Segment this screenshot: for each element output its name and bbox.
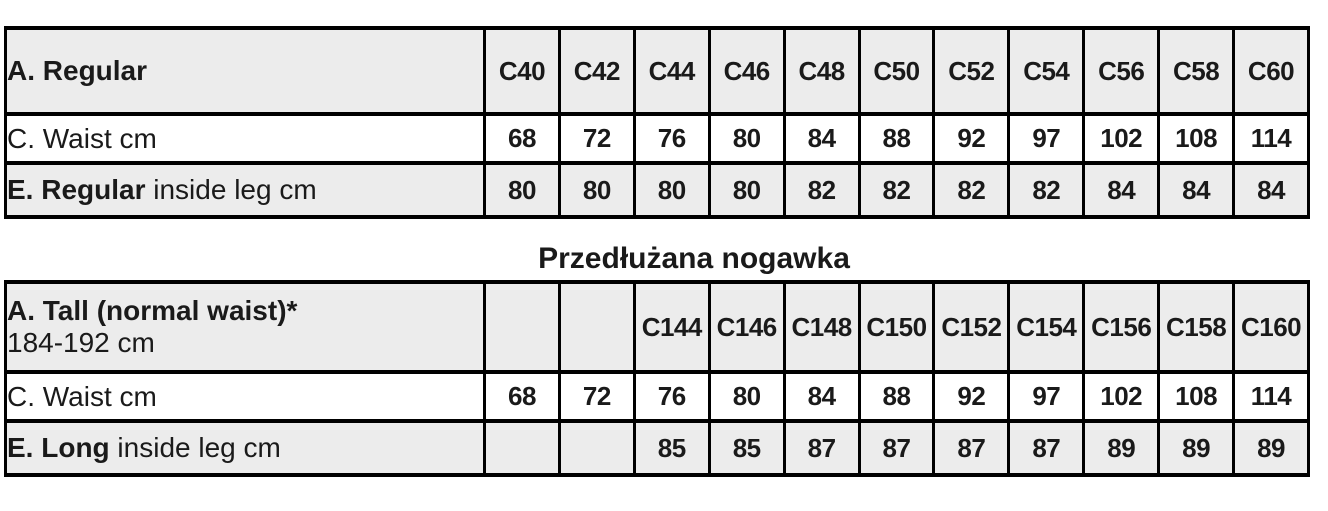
size-header-cell: C58 [1157, 26, 1236, 116]
inside-leg-value-cell: 85 [707, 419, 786, 477]
tall-size-header-row: A. Tall (normal waist)* 184-192 cm C144 C… [4, 280, 1310, 374]
waist-value-cell: 68 [483, 370, 561, 423]
size-header-cell: C46 [707, 26, 786, 116]
size-header-cell: C54 [1007, 26, 1086, 116]
waist-value-cell: 76 [632, 370, 711, 423]
size-header-cell: C148 [782, 280, 861, 374]
waist-value-cell: 108 [1157, 370, 1236, 423]
waist-row-label-cell: C. Waist cm [4, 370, 486, 423]
size-header-cell [557, 280, 636, 374]
size-chart-page: { "colors": { "border": "#000000", "shad… [0, 26, 1328, 511]
size-header-cell: C160 [1232, 280, 1310, 374]
inside-leg-value-cell: 89 [1082, 419, 1161, 477]
waist-value-cell: 84 [782, 370, 861, 423]
inside-leg-value-cell: 80 [483, 161, 561, 219]
inside-leg-row-label-bold: E. Long [7, 432, 110, 463]
regular-table-title: A. Regular [7, 55, 148, 86]
waist-value-cell: 68 [483, 112, 561, 165]
inside-leg-value-cell: 87 [1007, 419, 1086, 477]
inside-leg-value-cell: 84 [1232, 161, 1310, 219]
regular-table-title-cell: A. Regular [4, 26, 486, 116]
size-header-cell: C52 [932, 26, 1011, 116]
size-header-cell: C40 [483, 26, 561, 116]
waist-value-cell: 97 [1007, 112, 1086, 165]
inside-leg-value-cell: 82 [857, 161, 936, 219]
inside-leg-value-cell: 84 [1157, 161, 1236, 219]
inside-leg-value-cell: 87 [857, 419, 936, 477]
regular-waist-row: C. Waist cm 68 72 76 80 84 88 92 97 102 108 114 [4, 112, 1310, 165]
inside-leg-row-label-rest: inside leg cm [109, 432, 281, 463]
regular-inside-leg-row: E. Regular inside leg cm 80 80 80 80 82 82 82 8… [4, 161, 1310, 219]
waist-value-cell: 88 [857, 370, 936, 423]
waist-value-cell: 80 [707, 112, 786, 165]
waist-value-cell: 108 [1157, 112, 1236, 165]
inside-leg-value-cell: 80 [557, 161, 636, 219]
waist-value-cell: 72 [557, 370, 636, 423]
size-header-cell: C44 [632, 26, 711, 116]
tall-size-table: A. Tall (normal waist)* 184-192 cm C144 C… [4, 280, 1310, 477]
size-header-cell: C56 [1082, 26, 1161, 116]
inside-leg-value-cell [557, 419, 636, 477]
waist-value-cell: 72 [557, 112, 636, 165]
size-header-cell: C144 [632, 280, 711, 374]
tall-table-title-cell: A. Tall (normal waist)* 184-192 cm [4, 280, 486, 374]
size-header-cell: C150 [857, 280, 936, 374]
inside-leg-value-cell: 89 [1232, 419, 1310, 477]
tall-table-title: A. Tall (normal waist)* [7, 295, 298, 326]
inside-leg-value-cell: 80 [707, 161, 786, 219]
regular-size-header-row: A. Regular C40 C42 C44 C46 C48 C50 C52 C54 C56 C5… [4, 26, 1310, 116]
waist-value-cell: 114 [1232, 112, 1310, 165]
inside-leg-value-cell: 87 [932, 419, 1011, 477]
waist-row-label-cell: C. Waist cm [4, 112, 486, 165]
inside-leg-row-label-bold: E. Regular [7, 174, 146, 205]
inside-leg-value-cell [483, 419, 561, 477]
size-header-cell: C156 [1082, 280, 1161, 374]
tall-table-height-range: 184-192 cm [7, 327, 155, 358]
inside-leg-row-label-cell: E. Long inside leg cm [4, 419, 486, 477]
inside-leg-value-cell: 89 [1157, 419, 1236, 477]
waist-value-cell: 114 [1232, 370, 1310, 423]
waist-value-cell: 80 [707, 370, 786, 423]
inside-leg-value-cell: 80 [632, 161, 711, 219]
size-header-cell: C158 [1157, 280, 1236, 374]
inside-leg-value-cell: 82 [1007, 161, 1086, 219]
size-header-cell: C48 [782, 26, 861, 116]
size-header-cell: C60 [1232, 26, 1310, 116]
waist-value-cell: 97 [1007, 370, 1086, 423]
waist-value-cell: 92 [932, 370, 1011, 423]
inside-leg-value-cell: 84 [1082, 161, 1161, 219]
waist-value-cell: 88 [857, 112, 936, 165]
inside-leg-value-cell: 85 [632, 419, 711, 477]
waist-value-cell: 76 [632, 112, 711, 165]
size-header-cell: C152 [932, 280, 1011, 374]
waist-value-cell: 92 [932, 112, 1011, 165]
waist-value-cell: 102 [1082, 370, 1161, 423]
size-header-cell: C42 [557, 26, 636, 116]
regular-size-table: A. Regular C40 C42 C44 C46 C48 C50 C52 C54 C56 C5… [4, 26, 1310, 219]
inside-leg-value-cell: 82 [782, 161, 861, 219]
tall-inside-leg-row: E. Long inside leg cm 85 85 87 87 87 87 89 89 89 [4, 419, 1310, 477]
inside-leg-value-cell: 82 [932, 161, 1011, 219]
inside-leg-row-label-rest: inside leg cm [145, 174, 317, 205]
section-title: Przedłużana nogawka [538, 242, 850, 275]
size-header-cell [483, 280, 561, 374]
size-header-cell: C50 [857, 26, 936, 116]
inside-leg-row-label-cell: E. Regular inside leg cm [4, 161, 486, 219]
inside-leg-value-cell: 87 [782, 419, 861, 477]
waist-row-label: C. Waist cm [7, 380, 157, 412]
waist-value-cell: 84 [782, 112, 861, 165]
size-header-cell: C154 [1007, 280, 1086, 374]
waist-value-cell: 102 [1082, 112, 1161, 165]
waist-row-label: C. Waist cm [7, 122, 157, 154]
size-header-cell: C146 [707, 280, 786, 374]
tall-waist-row: C. Waist cm 68 72 76 80 84 88 92 97 102 108 114 [4, 370, 1310, 423]
